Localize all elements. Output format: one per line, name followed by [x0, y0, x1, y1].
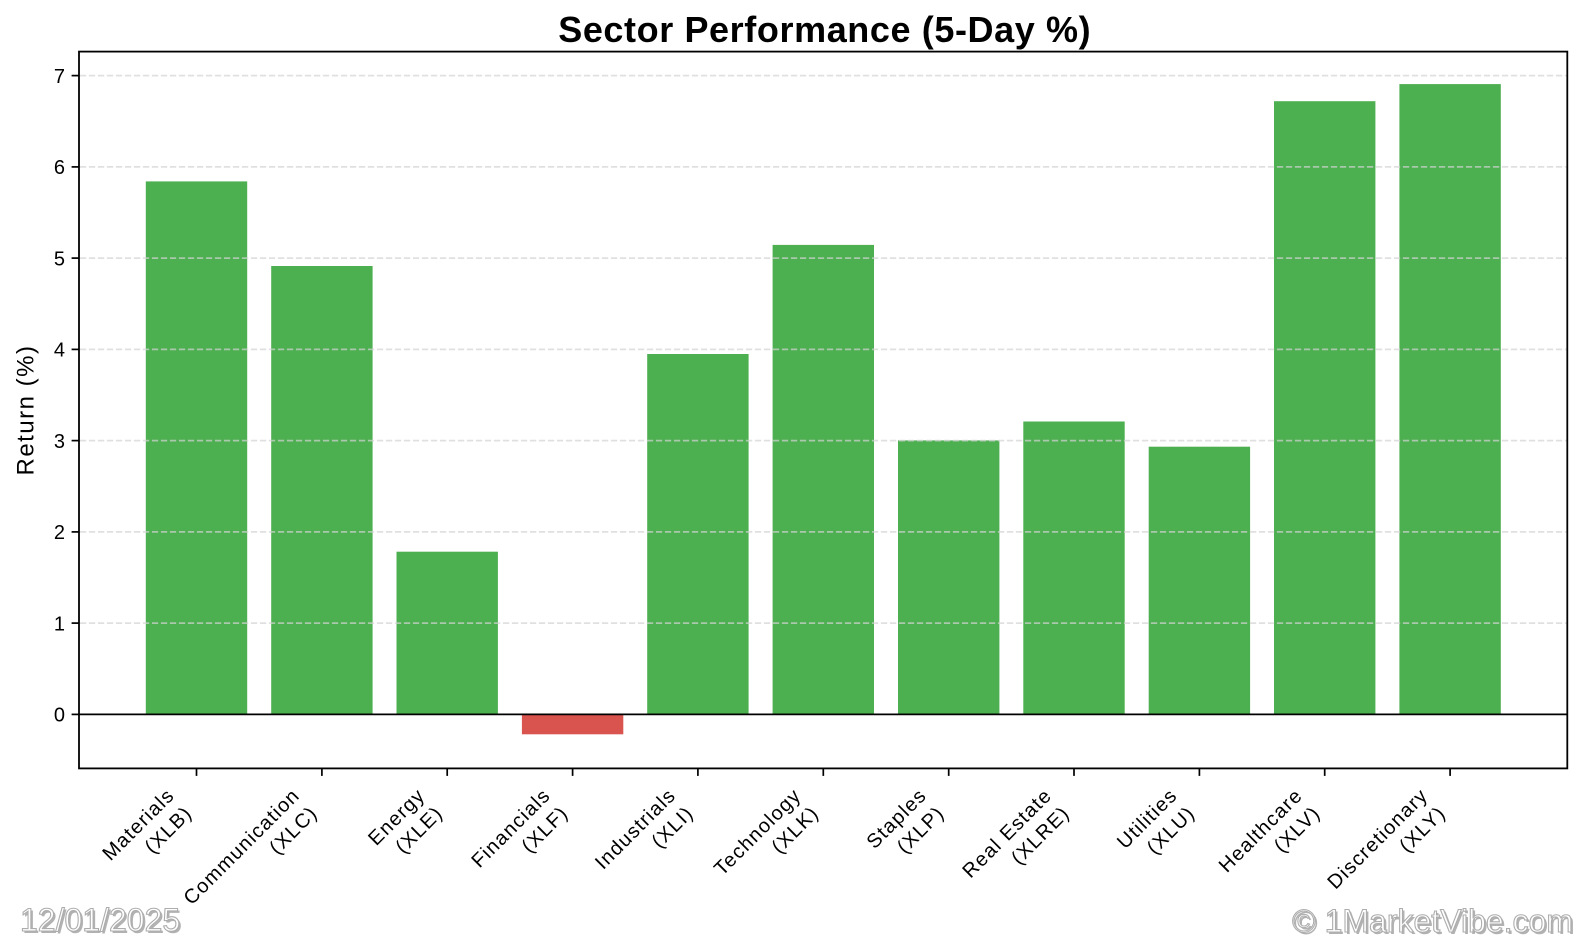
svg-text:Sector Performance (5-Day %): Sector Performance (5-Day %) [558, 9, 1091, 50]
svg-text:12/01/2025: 12/01/2025 [22, 904, 182, 940]
svg-text:1: 1 [54, 613, 65, 635]
svg-text:12/01/2025: 12/01/2025 [20, 902, 180, 938]
svg-text:6: 6 [54, 157, 65, 179]
svg-text:7: 7 [54, 66, 65, 88]
svg-text:Return (%): Return (%) [13, 344, 40, 475]
svg-text:0: 0 [54, 705, 65, 727]
svg-text:4: 4 [54, 340, 65, 362]
svg-text:3: 3 [54, 431, 65, 453]
svg-text:5: 5 [54, 248, 65, 270]
svg-text:© 1MarketVibe.com: © 1MarketVibe.com [1292, 903, 1573, 939]
svg-text:2: 2 [54, 522, 65, 544]
svg-text:© 1MarketVibe.com: © 1MarketVibe.com [1294, 905, 1575, 940]
